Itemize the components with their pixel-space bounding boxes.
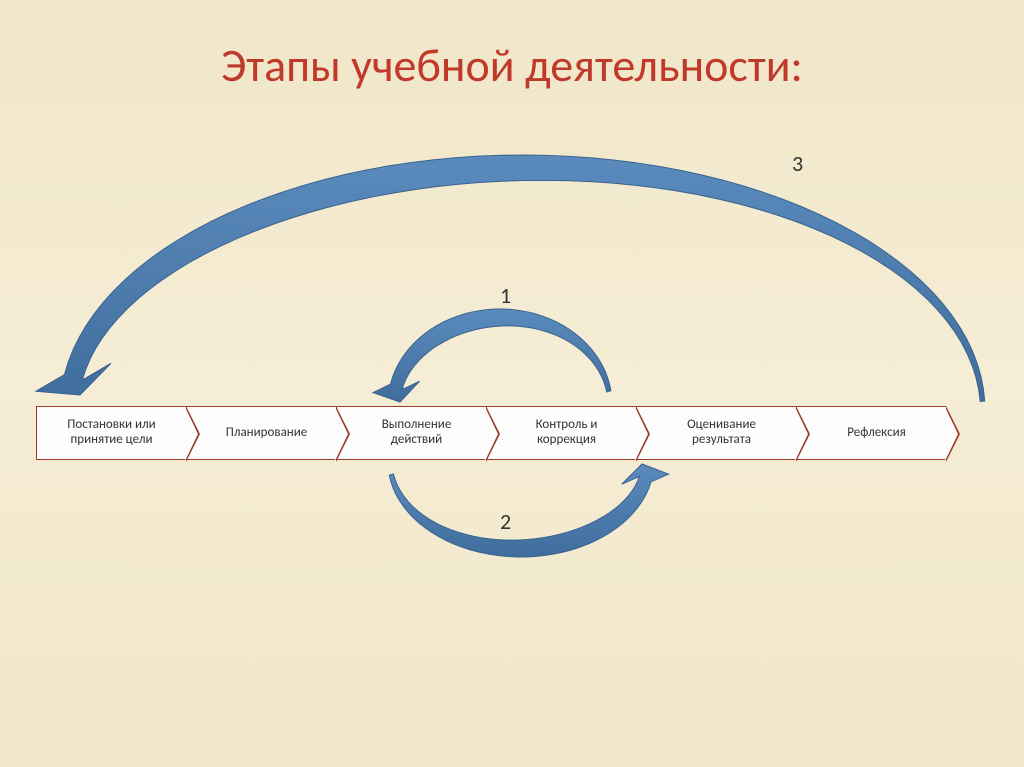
step-6: Рефлексия [796, 406, 946, 460]
process-steps: Постановки илипринятие целиПланированиеВ… [36, 406, 946, 460]
small-bottom-arc [389, 464, 668, 557]
step-1: Постановки илипринятие цели [36, 406, 186, 460]
step-2: Планирование [186, 406, 336, 460]
step-5: Оцениваниерезультата [636, 406, 796, 460]
step-3: Выполнениедействий [336, 406, 486, 460]
slide: Этапы учебной деятельности: Постановки и… [0, 0, 1024, 767]
small-top-arc [373, 309, 611, 402]
step-4: Контроль икоррекция [486, 406, 636, 460]
feedback-arrows [0, 0, 1024, 767]
loop-label-1: 1 [500, 282, 511, 309]
loop-label-2: 2 [500, 508, 511, 535]
big-feedback-arc [36, 155, 985, 401]
loop-label-3: 3 [792, 150, 803, 177]
